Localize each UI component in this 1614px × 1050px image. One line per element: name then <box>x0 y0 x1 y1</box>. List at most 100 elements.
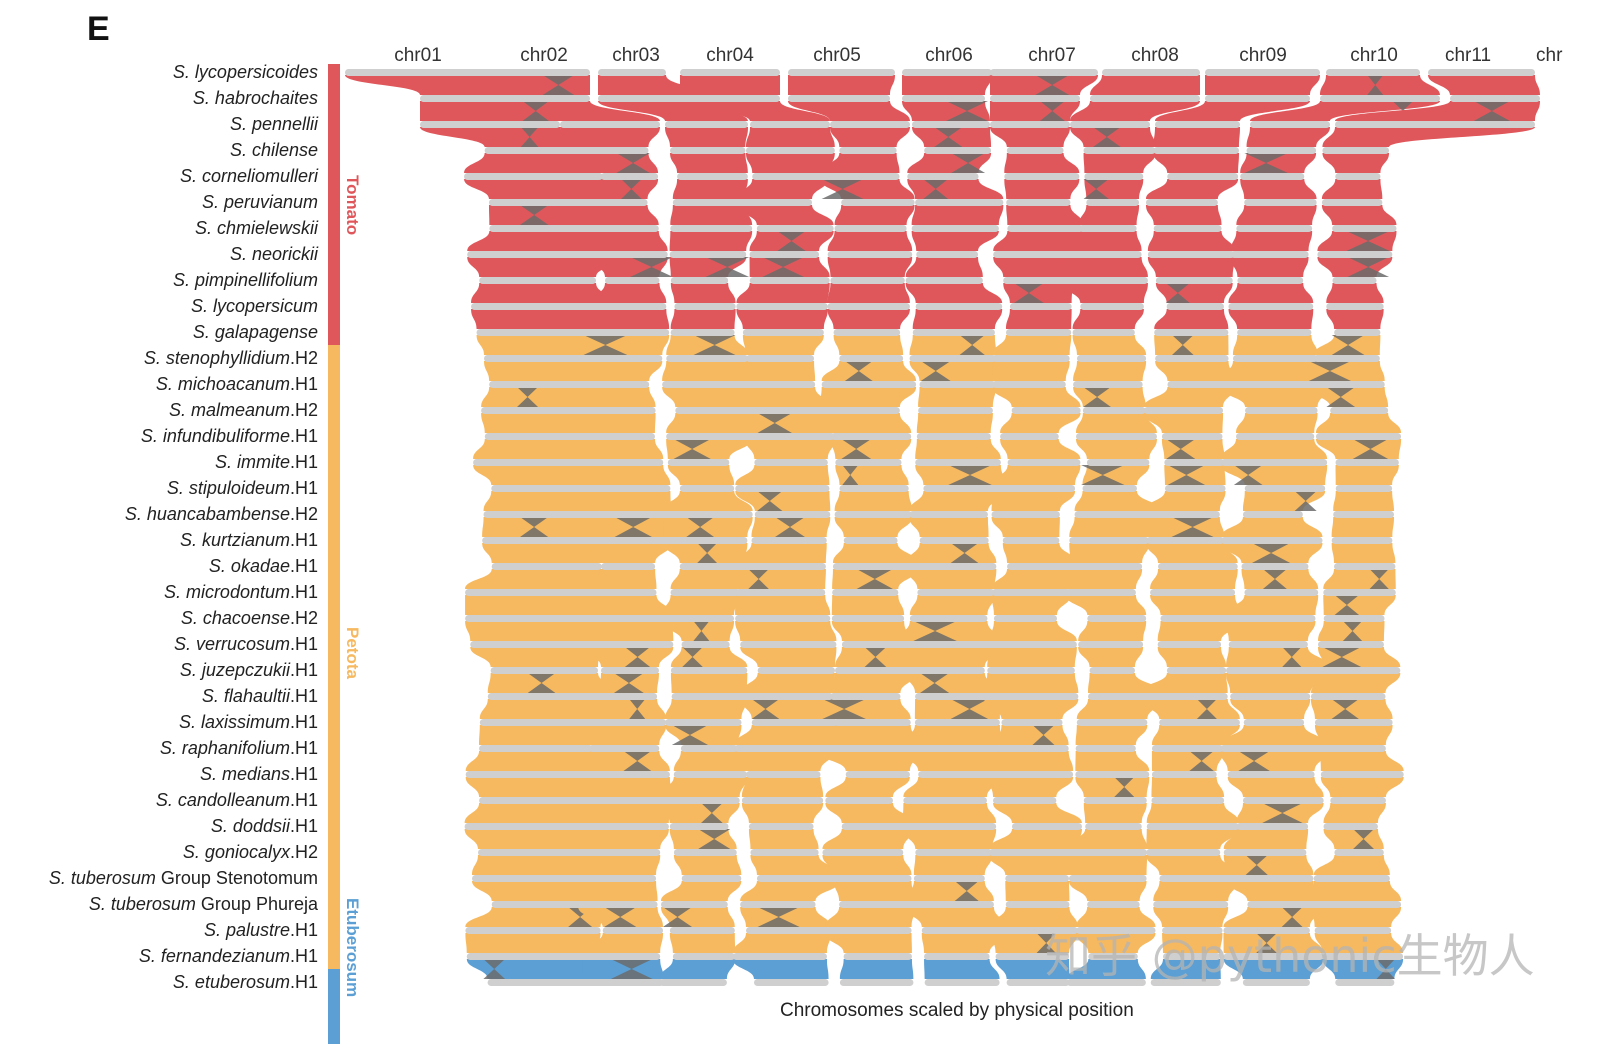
inversion-wedge <box>616 153 650 173</box>
synteny-ribbon <box>420 127 596 147</box>
synteny-ribbon <box>833 335 904 355</box>
synteny-ribbon <box>465 751 596 771</box>
species-label: S. goniocalyx.H2 <box>0 841 318 863</box>
inversion-wedge <box>1473 101 1510 121</box>
chromosome-bar <box>912 329 995 336</box>
chromosome-bar <box>1151 771 1217 778</box>
synteny-ribbon <box>1065 569 1143 589</box>
chromosome-bar <box>832 589 899 596</box>
inversion-wedge <box>621 179 642 199</box>
chromosome-bar <box>669 927 735 934</box>
chromosome-bar <box>827 303 910 310</box>
chromosome-bar <box>1085 823 1142 830</box>
synteny-ribbon <box>1062 231 1142 251</box>
chromosome-bar <box>1323 589 1396 596</box>
chromosome-bar <box>1450 95 1540 102</box>
inversion-wedge <box>624 647 651 667</box>
synteny-ribbon <box>581 309 670 329</box>
synteny-ribbon <box>735 595 831 615</box>
synteny-ribbon <box>1322 153 1390 173</box>
synteny-ribbon <box>740 881 840 901</box>
inversion-wedge <box>1251 543 1291 563</box>
chromosome-bar <box>1326 69 1420 76</box>
inversion-wedge <box>662 907 693 927</box>
chromosome-bar <box>667 459 730 466</box>
synteny-ribbon <box>665 725 742 745</box>
synteny-ribbon <box>1227 881 1322 901</box>
chromosome-bar <box>670 225 753 232</box>
synteny-ribbon <box>1331 543 1396 563</box>
synteny-ribbon <box>1220 725 1327 745</box>
synteny-ribbon <box>598 75 700 95</box>
synteny-ribbon <box>662 517 753 537</box>
chromosome-bar <box>752 173 829 180</box>
chromosome-bar <box>1245 407 1318 414</box>
inversion-wedge <box>1035 75 1070 95</box>
chromosome-bar <box>1076 927 1156 934</box>
chromosome-bar <box>831 433 912 440</box>
synteny-ribbon <box>830 673 916 693</box>
species-name: S. pennellii <box>229 114 318 134</box>
chromosome-bar <box>905 901 994 908</box>
chromosome-bar <box>1244 589 1319 596</box>
synteny-ribbon <box>471 283 612 303</box>
chromosome-bar <box>1157 641 1222 648</box>
inversion-wedge <box>520 127 539 147</box>
species-suffix: .H1 <box>289 634 318 654</box>
chromosome-bar <box>1090 95 1200 102</box>
synteny-ribbon <box>1310 673 1401 693</box>
species-label: S. medians.H1 <box>0 763 318 785</box>
chromosome-bar <box>1075 745 1136 752</box>
chromosome-bar <box>1066 979 1146 986</box>
chromosome-bar <box>987 667 1075 674</box>
chromosome-bar <box>1065 589 1136 596</box>
synteny-ribbon <box>584 491 671 511</box>
chromosome-bar <box>1155 121 1240 128</box>
chromosome-bar <box>830 121 910 128</box>
synteny-ribbon <box>993 465 1081 485</box>
chromosome-bar <box>996 745 1069 752</box>
synteny-ribbon <box>748 829 819 849</box>
chromosome-bar <box>757 667 836 674</box>
species-label: S. juzepczukii.H1 <box>0 659 318 681</box>
chromosome-bar <box>1246 147 1317 154</box>
synteny-ribbon <box>1068 881 1147 901</box>
chromosome-bar <box>1011 823 1082 830</box>
synteny-ribbon <box>483 491 608 511</box>
chromosome-bar <box>1006 147 1064 154</box>
synteny-ribbon <box>1065 595 1147 615</box>
chromosome-bar <box>680 69 780 76</box>
chromosome-label: chr01 <box>394 45 442 66</box>
chromosome-bar <box>596 511 671 518</box>
chromosome-bar <box>488 199 603 206</box>
synteny-ribbon <box>915 465 1006 485</box>
species-label: S. kurtzianum.H1 <box>0 529 318 551</box>
chromosome-bar <box>1320 771 1404 778</box>
chromosome-bar <box>491 563 602 570</box>
chromosome-bar <box>1002 537 1060 544</box>
chromosome-bar <box>1083 797 1147 804</box>
chromosome-bar <box>465 589 617 596</box>
species-suffix: .H1 <box>289 582 318 602</box>
chromosome-bar <box>736 303 828 310</box>
chromosome-bar <box>993 797 1057 804</box>
synteny-ribbon <box>827 257 913 277</box>
chromosome-bar <box>834 511 913 518</box>
synteny-ribbon <box>484 361 617 381</box>
chromosome-bar <box>984 693 1079 700</box>
species-label: S. immite.H1 <box>0 451 318 473</box>
chromosome-bar <box>580 225 659 232</box>
chromosome-bar <box>470 641 601 648</box>
synteny-ribbon <box>663 543 748 563</box>
chromosome-bar <box>1073 381 1143 388</box>
chromosome-bar <box>1205 95 1310 102</box>
chromosome-bar <box>1160 615 1241 622</box>
species-suffix: .H1 <box>289 530 318 550</box>
chromosome-bar <box>1243 719 1305 726</box>
species-name: S. pimpinellifolium <box>172 270 318 290</box>
chromosome-bar <box>924 979 1000 986</box>
synteny-ribbon <box>1066 959 1146 979</box>
inversion-wedge <box>517 387 539 407</box>
synteny-ribbon <box>995 959 1070 979</box>
chromosome-bar <box>738 563 826 570</box>
